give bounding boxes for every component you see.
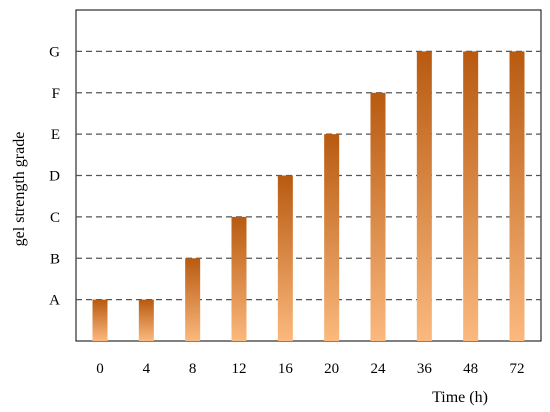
x-tick-label: 12	[232, 361, 247, 377]
bar-8h	[185, 258, 201, 341]
y-tick-label: E	[51, 127, 60, 143]
x-tick-label: 4	[143, 361, 151, 377]
bar-72h	[509, 51, 525, 341]
y-tick-label: F	[52, 86, 60, 102]
x-tick-label: 16	[278, 361, 294, 377]
x-tick-label: 20	[324, 361, 339, 377]
x-axis-title: Time (h)	[432, 389, 488, 406]
x-tick-labels: 0 4 8 12 16 20 24 36 48 72	[96, 361, 524, 377]
bar-0h	[92, 299, 108, 341]
bar-4h	[138, 299, 154, 341]
bar-12h	[231, 216, 247, 341]
y-tick-label: A	[49, 293, 60, 309]
x-tick-label: 72	[510, 361, 525, 377]
bar-24h	[370, 92, 386, 341]
x-tick-label: 36	[417, 361, 433, 377]
x-tick-label: 8	[189, 361, 197, 377]
y-tick-label: D	[49, 169, 60, 185]
x-tick-label: 24	[371, 361, 387, 377]
bar-20h	[324, 134, 340, 341]
bars	[92, 51, 525, 341]
y-tick-labels: A B C D E F G	[49, 44, 60, 308]
y-tick-label: B	[50, 251, 60, 267]
y-axis-title: gel strength grade	[11, 132, 28, 247]
bar-36h	[416, 51, 432, 341]
bar-16h	[277, 175, 293, 341]
bar-48h	[463, 51, 479, 341]
y-tick-label: G	[49, 44, 60, 60]
gridlines	[76, 50, 541, 301]
x-tick-label: 48	[463, 361, 478, 377]
y-tick-label: C	[50, 210, 60, 226]
x-tick-label: 0	[96, 361, 104, 377]
